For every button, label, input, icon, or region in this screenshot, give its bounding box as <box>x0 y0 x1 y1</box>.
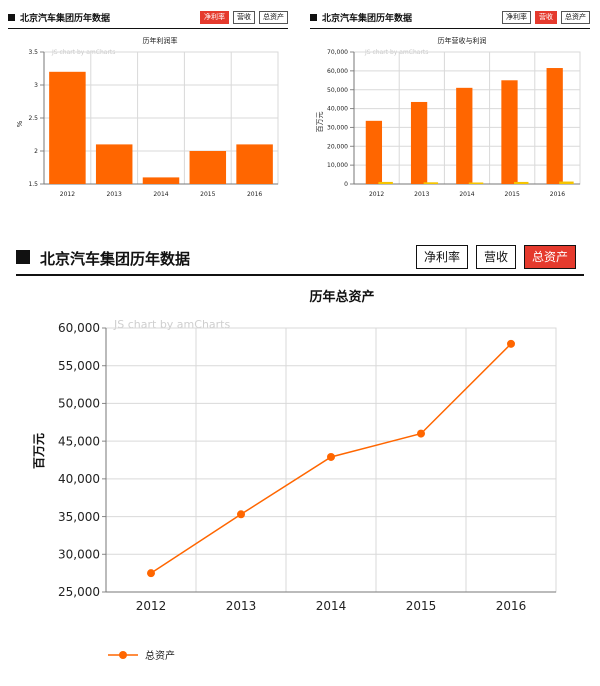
bar <box>49 71 86 184</box>
y-tick-label: 35,000 <box>58 510 100 524</box>
panel-title: 北京汽车集团历年数据 <box>322 14 413 24</box>
x-tick-label: 2013 <box>414 191 429 198</box>
y-tick-label: 50,000 <box>327 87 348 94</box>
y-tick-label: 60,000 <box>327 68 348 75</box>
x-tick-label: 2013 <box>107 191 122 198</box>
y-axis-label: % <box>16 120 24 127</box>
revenue-profit-chart: 历年营收与利润 JS chart by amCharts 百万元 010,000… <box>316 36 581 198</box>
total-assets-chart: 历年总资产 JS chart by amCharts 百万元 总资产 25,00… <box>32 289 557 662</box>
panel-header: 北京汽车集团历年数据 净利率 营收 总资产 <box>310 8 590 29</box>
bar <box>95 144 133 184</box>
header-square-icon <box>310 14 317 21</box>
x-tick-label: 2013 <box>226 599 257 613</box>
y-tick-label: 55,000 <box>58 359 100 373</box>
total-assets-button[interactable]: 总资产 <box>259 11 288 24</box>
revenue-button[interactable]: 营收 <box>233 11 255 24</box>
x-tick-label: 2015 <box>406 599 437 613</box>
bar-secondary <box>559 181 574 184</box>
net-margin-button[interactable]: 净利率 <box>200 11 229 24</box>
x-tick-label: 2014 <box>316 599 347 613</box>
x-tick-label: 2015 <box>505 191 520 198</box>
y-tick-label: 2 <box>34 148 38 155</box>
bar <box>501 80 518 184</box>
total-assets-button[interactable]: 总资产 <box>523 245 576 269</box>
x-tick-label: 2015 <box>200 191 215 198</box>
bar <box>410 101 428 184</box>
legend-marker <box>119 651 127 659</box>
bar <box>365 120 383 184</box>
total-assets-button[interactable]: 总资产 <box>561 11 590 24</box>
y-tick-label: 20,000 <box>327 143 348 150</box>
x-tick-label: 2014 <box>153 191 168 198</box>
bar <box>189 151 227 184</box>
bar-secondary <box>423 182 439 184</box>
y-tick-label: 50,000 <box>58 397 100 411</box>
y-tick-label: 30,000 <box>58 547 100 561</box>
bar <box>456 87 473 184</box>
net-margin-button[interactable]: 净利率 <box>415 245 468 269</box>
y-tick-label: 40,000 <box>58 472 100 486</box>
bar <box>142 177 180 184</box>
header-square-icon <box>16 250 30 264</box>
y-tick-label: 2.5 <box>28 115 38 122</box>
x-tick-label: 2016 <box>550 191 565 198</box>
bar-secondary <box>468 182 484 184</box>
data-point <box>417 429 425 438</box>
legend-label: 总资产 <box>145 649 175 662</box>
y-tick-label: 45,000 <box>58 434 100 448</box>
x-tick-label: 2012 <box>60 191 75 198</box>
panel-title: 北京汽车集团历年数据 <box>20 14 111 24</box>
data-point <box>507 339 515 348</box>
y-tick-label: 70,000 <box>327 49 348 56</box>
data-point <box>327 452 335 461</box>
data-point <box>237 510 245 519</box>
revenue-button[interactable]: 营收 <box>535 11 557 24</box>
y-tick-label: 40,000 <box>327 106 348 113</box>
y-axis-label: 百万元 <box>316 112 324 133</box>
chart-title: 历年营收与利润 <box>438 36 487 45</box>
y-axis-label: 百万元 <box>32 433 46 469</box>
panel-total-assets: 北京汽车集团历年数据 净利率 营收 总资产 历年总资产 JS chart by … <box>16 240 584 680</box>
y-tick-label: 1.5 <box>28 181 38 188</box>
y-tick-label: 25,000 <box>58 585 100 599</box>
x-tick-label: 2016 <box>496 599 527 613</box>
x-tick-label: 2014 <box>459 191 474 198</box>
net-margin-button[interactable]: 净利率 <box>502 11 531 24</box>
bar-secondary <box>514 181 529 184</box>
chart-legend: 总资产 <box>108 649 175 662</box>
chart-watermark: JS chart by amCharts <box>113 318 230 331</box>
y-tick-label: 3 <box>34 82 38 89</box>
chart-title: 历年总资产 <box>309 289 374 305</box>
panel-header: 北京汽车集团历年数据 净利率 营收 总资产 <box>8 8 288 29</box>
panel-title: 北京汽车集团历年数据 <box>40 250 191 268</box>
panel-header: 北京汽车集团历年数据 净利率 营收 总资产 <box>16 240 584 276</box>
net-margin-chart: 历年利润率 JS chart by amCharts % 1.522.533.5… <box>16 36 279 198</box>
y-tick-label: 10,000 <box>327 162 348 169</box>
y-tick-label: 3.5 <box>28 49 38 56</box>
bar-secondary <box>378 181 393 184</box>
y-tick-label: 0 <box>344 181 348 188</box>
bar <box>546 68 563 184</box>
header-square-icon <box>8 14 15 21</box>
x-tick-label: 2012 <box>136 599 167 613</box>
chart-title: 历年利润率 <box>143 36 178 45</box>
x-tick-label: 2016 <box>247 191 262 198</box>
panel-revenue: 北京汽车集团历年数据 净利率 营收 总资产 历年营收与利润 JS chart b… <box>310 8 590 200</box>
revenue-button[interactable]: 营收 <box>475 245 516 269</box>
panel-net-margin: 北京汽车集团历年数据 净利率 营收 总资产 历年利润率 JS chart by … <box>8 8 288 200</box>
x-tick-label: 2012 <box>369 191 384 198</box>
y-tick-label: 30,000 <box>327 125 348 132</box>
y-tick-label: 60,000 <box>58 321 100 335</box>
bar <box>236 144 273 184</box>
data-point <box>147 569 155 578</box>
